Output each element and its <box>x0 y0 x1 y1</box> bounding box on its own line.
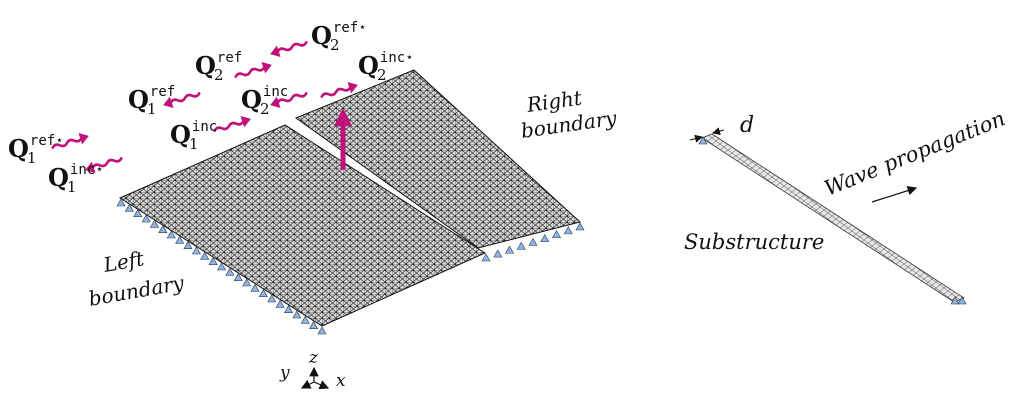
wave-label-base: Q <box>8 134 29 163</box>
wave-label-sub: 2 <box>260 100 270 118</box>
wave-label: Qinc <box>170 119 217 149</box>
wave-label-base: Q <box>311 21 332 50</box>
support-triangle <box>528 237 538 246</box>
support-triangle <box>481 253 491 262</box>
wave-propagation-label: Wave propagation <box>821 106 1009 200</box>
wave-label-base: Q <box>241 85 262 114</box>
left-boundary-label-line2: boundary <box>87 270 187 310</box>
wave-label-sup: inc <box>192 119 217 135</box>
wave-label: Qref⋆ <box>8 133 64 163</box>
wave-label-sup: inc⋆ <box>70 162 104 178</box>
d-label: d <box>740 113 754 138</box>
support-triangle <box>149 219 160 228</box>
wave-label-base: Q <box>358 51 379 80</box>
support-triangle <box>133 209 143 217</box>
wave-label-sub: 2 <box>214 66 224 84</box>
left-boundary-label-line1: Left <box>101 246 147 277</box>
substructure-label: Substructure <box>684 230 824 254</box>
support-triangle <box>225 267 235 276</box>
wave-label: Qref <box>128 84 175 114</box>
axis-label-x: x <box>336 371 346 391</box>
support-triangle <box>283 305 294 313</box>
wave-label-sup: ref <box>217 50 242 66</box>
wave-squiggle <box>51 132 89 149</box>
left-boundary-supports <box>116 198 327 335</box>
wave-label-base: Q <box>48 163 69 192</box>
wave-squiggle <box>85 157 123 174</box>
axis-triad: z y x <box>279 348 346 391</box>
support-triangle <box>309 321 319 329</box>
wave-squiggle <box>270 92 308 109</box>
support-triangle <box>292 310 302 319</box>
wave-label: Qref⋆ <box>311 20 367 50</box>
support-triangle <box>200 251 210 260</box>
wave-label-sub: 1 <box>27 149 37 167</box>
wave-label-sup: ref⋆ <box>30 133 64 149</box>
d-dimension: d <box>689 113 754 143</box>
support-triangle <box>183 241 193 249</box>
wave-squiggle <box>213 115 251 132</box>
right-mesh-block <box>294 69 582 249</box>
support-triangle <box>191 246 201 255</box>
support-triangle <box>158 225 168 233</box>
support-triangle <box>216 262 227 271</box>
wave-squiggle <box>163 92 201 109</box>
wave-label-base: Q <box>195 51 216 80</box>
support-triangle <box>267 294 277 303</box>
wave-label-base: Q <box>170 120 191 149</box>
axis-label-y: y <box>279 363 290 383</box>
support-triangle <box>250 283 260 292</box>
support-triangle <box>116 198 126 207</box>
support-triangle <box>233 273 243 281</box>
wave-label-sub: 2 <box>377 66 387 84</box>
wave-label: Qinc <box>241 84 288 114</box>
wave-label-sub: 1 <box>147 100 157 118</box>
support-triangle <box>166 230 176 239</box>
support-triangle <box>300 315 310 324</box>
support-triangle <box>275 299 285 308</box>
wave-label-sub: 1 <box>67 178 77 196</box>
wave-label: Qinc⋆ <box>358 50 414 80</box>
wave-label-sup: ref <box>150 84 175 100</box>
wave-label-sub: 2 <box>330 36 340 54</box>
support-triangle <box>208 257 218 265</box>
wave-label: Qinc⋆ <box>48 162 104 192</box>
support-triangle <box>516 241 526 250</box>
wave-squiggle <box>270 41 308 58</box>
support-triangle <box>540 234 550 242</box>
support-triangle <box>563 226 573 235</box>
force-arrow <box>334 108 352 170</box>
wave-squiggle <box>234 61 272 78</box>
support-triangle <box>141 214 151 223</box>
right-boundary-supports <box>481 222 585 262</box>
support-triangle <box>242 278 252 287</box>
wave-label-sup: inc <box>263 84 288 100</box>
support-triangle <box>551 230 562 239</box>
wave-label-sup: inc⋆ <box>380 50 414 66</box>
support-triangle <box>258 289 268 297</box>
wave-label-sub: 1 <box>189 135 199 153</box>
wave-label-sup: ref⋆ <box>333 20 367 36</box>
wave-propagation-arrow <box>871 185 918 203</box>
axis-label-z: z <box>308 348 319 368</box>
substructure-strip <box>698 133 967 305</box>
wave-squiggle <box>320 81 358 98</box>
wave-label-base: Q <box>128 85 149 114</box>
wave-label: Qref <box>195 50 242 80</box>
support-triangle <box>317 326 327 335</box>
support-triangle <box>504 245 515 254</box>
support-triangle <box>575 222 585 231</box>
support-triangle <box>493 249 503 258</box>
support-triangle <box>175 235 185 244</box>
support-triangle <box>124 203 134 212</box>
wave-labels: Qref⋆1Qinc⋆1Qref1Qinc1Qref2Qinc2Qref⋆2Qi… <box>8 20 414 196</box>
wave-glyphs <box>51 41 358 174</box>
left-mesh-block <box>118 124 487 327</box>
